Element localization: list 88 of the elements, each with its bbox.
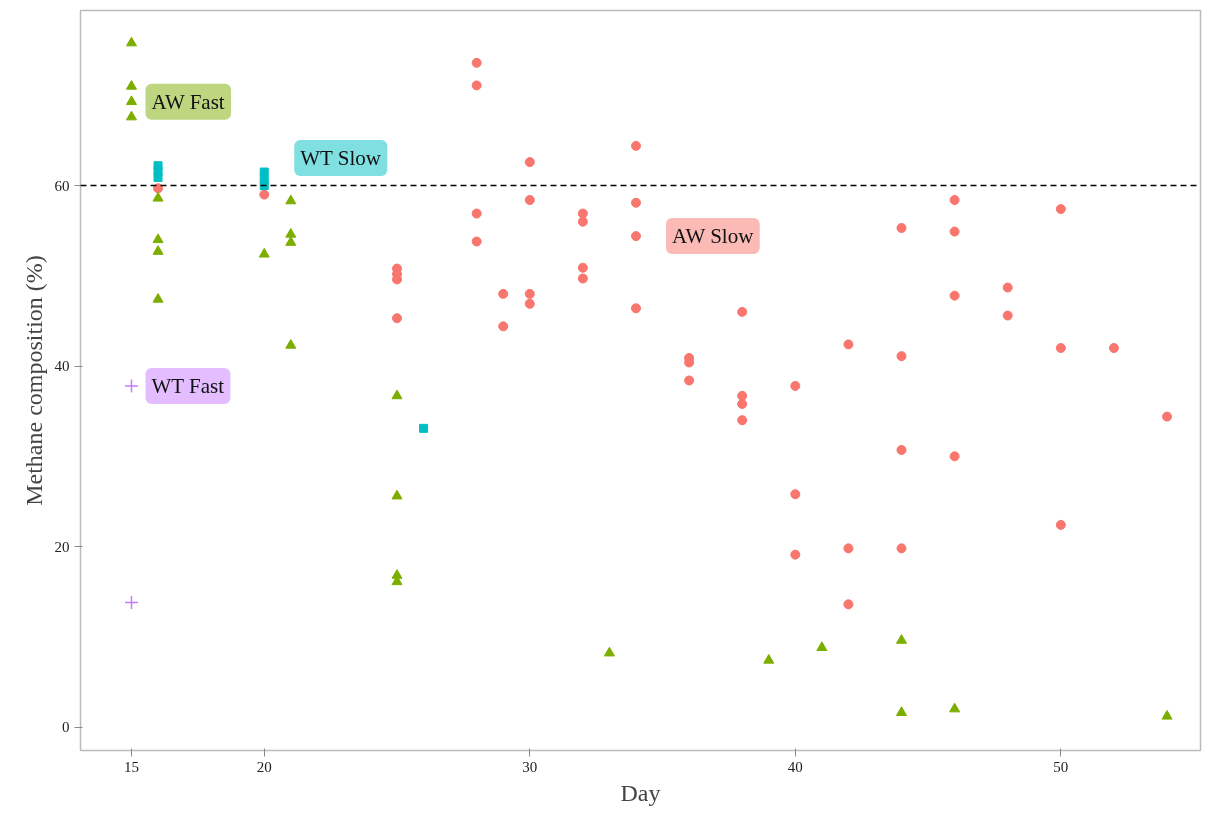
point: [896, 706, 908, 716]
point: [125, 80, 137, 90]
point: [498, 288, 509, 299]
point: [1002, 282, 1013, 293]
point: [153, 172, 163, 182]
point: [843, 599, 854, 610]
point: [577, 208, 588, 219]
x-tick-label: 50: [1053, 758, 1069, 775]
point: [1162, 411, 1173, 422]
x-tick-label: 30: [522, 758, 538, 775]
point: [949, 451, 960, 462]
point: [524, 288, 535, 299]
series-label: WT Slow: [300, 146, 382, 171]
point: [603, 646, 615, 657]
point: [285, 339, 297, 349]
point: [524, 195, 535, 205]
point: [1055, 204, 1066, 215]
point: [577, 273, 588, 284]
point: [124, 378, 139, 394]
point: [524, 157, 535, 168]
point: [896, 445, 907, 455]
point: [471, 208, 482, 219]
point: [1108, 343, 1119, 353]
point: [577, 262, 588, 273]
point: [392, 313, 403, 324]
point: [896, 634, 908, 644]
point: [152, 233, 164, 244]
point: [843, 339, 854, 350]
point: [391, 389, 403, 400]
point: [1055, 343, 1066, 353]
point: [419, 423, 429, 433]
point: [843, 543, 854, 554]
point: [124, 595, 139, 610]
point: [630, 140, 641, 151]
point: [125, 36, 137, 47]
point: [1055, 519, 1066, 530]
point: [1002, 310, 1013, 321]
x-tick-label: 20: [256, 758, 272, 775]
point: [258, 247, 270, 258]
point: [763, 653, 775, 664]
point: [949, 290, 960, 301]
series-label: WT Fast: [151, 373, 225, 398]
point: [1161, 709, 1173, 720]
point: [790, 549, 801, 560]
point: [259, 181, 269, 191]
point: [153, 183, 164, 194]
point: [630, 197, 641, 208]
point: [949, 195, 960, 205]
point: [471, 236, 482, 247]
point: [896, 351, 907, 362]
y-axis-title: Methane composition (%): [20, 255, 47, 506]
point: [816, 641, 828, 652]
point: [285, 236, 297, 246]
point: [471, 57, 482, 68]
point: [391, 489, 403, 500]
y-tick-label: 0: [62, 719, 70, 736]
point: [577, 216, 588, 227]
y-tick-label: 60: [54, 177, 70, 194]
point: [285, 194, 297, 205]
point: [152, 293, 164, 303]
point: [125, 110, 137, 121]
y-tick-label: 20: [54, 538, 70, 555]
x-tick-label: 15: [123, 758, 139, 775]
point: [790, 489, 801, 500]
point: [259, 189, 270, 200]
point: [630, 231, 641, 242]
point: [896, 223, 907, 233]
x-tick-label: 40: [787, 758, 803, 775]
point: [896, 543, 907, 554]
point: [737, 306, 748, 317]
point: [125, 95, 137, 106]
point: [524, 298, 535, 309]
point: [498, 321, 509, 332]
x-axis-title: Day: [620, 779, 661, 806]
point: [737, 390, 748, 401]
point: [949, 226, 960, 237]
point: [471, 80, 482, 91]
series-label: AW Slow: [671, 224, 755, 249]
point: [285, 228, 297, 238]
point: [684, 375, 695, 386]
point: [152, 245, 164, 255]
point: [630, 303, 641, 314]
point: [737, 415, 748, 426]
point: [790, 380, 801, 391]
point: [152, 191, 164, 202]
point: [949, 702, 961, 713]
y-tick-label: 40: [54, 358, 70, 375]
series-label: AW Fast: [151, 89, 225, 114]
